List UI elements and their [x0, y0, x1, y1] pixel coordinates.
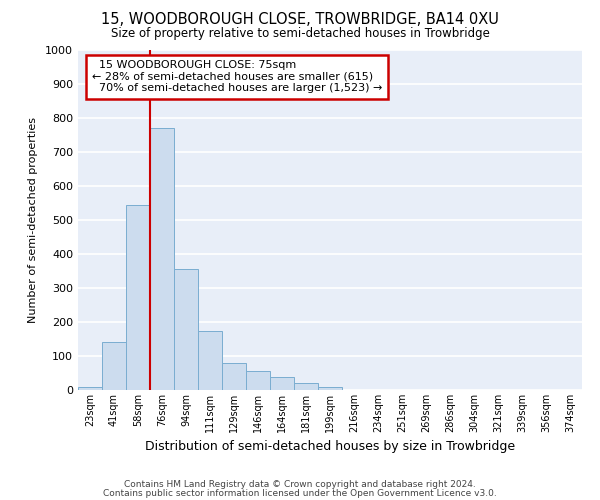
- Text: Contains public sector information licensed under the Open Government Licence v3: Contains public sector information licen…: [103, 488, 497, 498]
- Bar: [174, 270, 198, 390]
- Bar: [246, 372, 270, 390]
- Bar: [78, 386, 102, 390]
- Bar: [150, 128, 174, 390]
- Bar: [126, 204, 150, 390]
- Bar: [198, 330, 222, 390]
- Bar: [318, 386, 342, 390]
- Text: 15 WOODBOROUGH CLOSE: 75sqm
← 28% of semi-detached houses are smaller (615)
  70: 15 WOODBOROUGH CLOSE: 75sqm ← 28% of sem…: [92, 60, 382, 94]
- Bar: [222, 363, 246, 390]
- Text: Contains HM Land Registry data © Crown copyright and database right 2024.: Contains HM Land Registry data © Crown c…: [124, 480, 476, 489]
- Y-axis label: Number of semi-detached properties: Number of semi-detached properties: [28, 117, 38, 323]
- Bar: [102, 342, 126, 390]
- Text: Size of property relative to semi-detached houses in Trowbridge: Size of property relative to semi-detach…: [110, 28, 490, 40]
- Bar: [294, 383, 318, 390]
- Text: 15, WOODBOROUGH CLOSE, TROWBRIDGE, BA14 0XU: 15, WOODBOROUGH CLOSE, TROWBRIDGE, BA14 …: [101, 12, 499, 28]
- X-axis label: Distribution of semi-detached houses by size in Trowbridge: Distribution of semi-detached houses by …: [145, 440, 515, 454]
- Bar: [270, 378, 294, 390]
